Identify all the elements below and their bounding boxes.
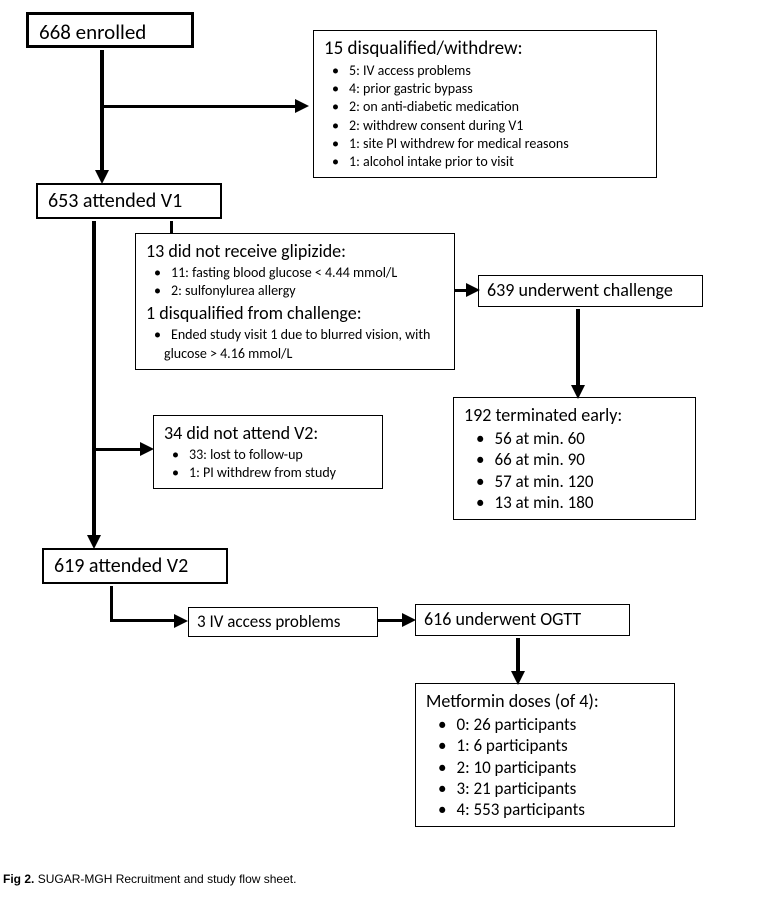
noglip-item: Ended study visit 1 due to blurred visio… [164,326,444,362]
nov2-title: 34 did not attend V2: [164,422,372,444]
node-metformin: Metformin doses (of 4): 0: 26 participan… [415,683,675,827]
node-underwent-ogtt: 616 underwent OGTT [415,604,630,636]
term-item: 13 at min. 180 [476,492,685,513]
term-item: 66 at min. 90 [476,449,685,470]
disq-item: 5: IV access problems [342,62,646,80]
disq-item: 2: on anti-diabetic medication [342,98,646,116]
node-no-glipizide: 13 did not receive glipizide: 11: fastin… [135,233,455,370]
arrow-head-icon [511,671,525,685]
nov2-item: 1: PI withdrew from study [182,464,372,482]
caption-text: SUGAR-MGH Recruitment and study flow she… [38,872,297,886]
arrow-line [100,105,296,108]
node-attended-v2: 619 attended V2 [42,548,228,584]
noglip-item: 2: sulfonylurea allergy [164,282,444,300]
node-iv-problems: 3 IV access problems [188,607,378,637]
met-item: 1: 6 participants [438,735,664,756]
noglip-item: 11: fasting blood glucose < 4.44 mmol/L [164,264,444,282]
arrow-head-icon [466,283,480,297]
arrow-line [516,638,520,673]
node-enrolled-text: 668 enrolled [39,19,181,45]
arrow-line [110,586,113,622]
node-attended-v1: 653 attended V1 [36,183,222,219]
arrow-line [170,221,173,233]
met-item: 0: 26 participants [438,714,664,735]
iv-text: 3 IV access problems [197,611,369,632]
caption-label: Fig 2. [3,872,34,886]
met-item: 2: 10 participants [438,757,664,778]
arrow-line [100,50,104,172]
arrow-head-icon [95,170,109,184]
arrow-line [378,619,404,622]
node-no-v2: 34 did not attend V2: 33: lost to follow… [153,415,383,489]
arrow-head-icon [402,613,416,627]
arrow-head-icon [295,99,309,113]
noglip-title2: 1 disqualified from challenge: [146,302,444,324]
disq-item: 1: alcohol intake prior to visit [342,153,646,171]
met-item: 4: 553 participants [438,799,664,820]
arrow-line [92,448,142,451]
arrow-line [110,619,176,622]
disq-title: 15 disqualified/withdrew: [324,37,646,60]
node-enrolled: 668 enrolled [26,12,194,48]
node-terminated-early: 192 terminated early: 56 at min. 60 66 a… [453,397,696,520]
arrow-head-icon [174,614,188,628]
figure-caption: Fig 2. SUGAR-MGH Recruitment and study f… [3,872,296,886]
arrow-head-icon [140,442,154,456]
arrow-head-icon [87,535,101,549]
term-item: 57 at min. 120 [476,471,685,492]
term-item: 56 at min. 60 [476,428,685,449]
met-item: 3: 21 participants [438,778,664,799]
term-title: 192 terminated early: [464,404,685,426]
met-title: Metformin doses (of 4): [426,690,664,712]
arrow-line [576,309,580,387]
node-underwent-challenge: 639 underwent challenge [478,275,703,307]
challenge-text: 639 underwent challenge [487,279,694,301]
nov2-item: 33: lost to follow-up [182,446,372,464]
attended-v1-text: 653 attended V1 [48,189,210,213]
node-disqualified: 15 disqualified/withdrew: 5: IV access p… [313,30,657,178]
disq-item: 2: withdrew consent during V1 [342,117,646,135]
noglip-title1: 13 did not receive glipizide: [146,240,444,262]
disq-item: 4: prior gastric bypass [342,80,646,98]
attended-v2-text: 619 attended V2 [54,554,216,578]
arrow-head-icon [571,385,585,399]
ogtt-text: 616 underwent OGTT [424,608,621,630]
arrow-line [92,221,96,537]
disq-item: 1: site PI withdrew for medical reasons [342,135,646,153]
